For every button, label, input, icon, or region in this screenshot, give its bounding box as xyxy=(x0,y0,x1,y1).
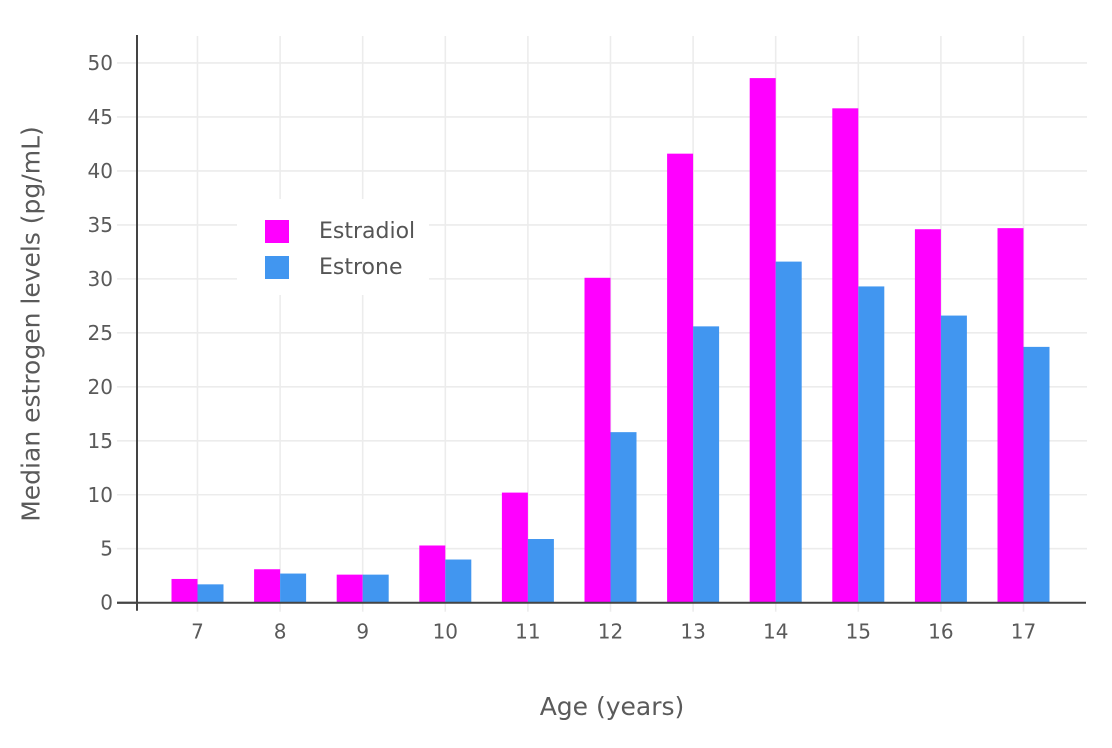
y-tick-label-50: 50 xyxy=(88,51,113,75)
legend: Estradiol Estrone xyxy=(237,199,429,295)
y-tick-label-5: 5 xyxy=(100,537,113,561)
bar-estradiol-age-8 xyxy=(254,569,281,603)
bar-estrone-age-9 xyxy=(362,574,389,603)
x-tick-label-7: 7 xyxy=(191,620,204,644)
bar-estradiol-age-17 xyxy=(997,228,1024,603)
estradiol-swatch xyxy=(265,219,289,243)
x-tick-label-11: 11 xyxy=(515,620,540,644)
bar-estradiol-age-11 xyxy=(501,492,528,603)
y-tick-label-45: 45 xyxy=(88,105,113,129)
x-tick-label-9: 9 xyxy=(356,620,369,644)
bar-estrone-age-8 xyxy=(280,573,307,603)
y-axis-title: Median estrogen levels (pg/mL) xyxy=(16,126,46,522)
bar-estrone-age-17 xyxy=(1023,346,1050,603)
y-tick-label-35: 35 xyxy=(88,213,113,237)
y-tick-label-0: 0 xyxy=(100,591,113,615)
bar-estradiol-age-12 xyxy=(584,277,611,603)
y-tick-label-20: 20 xyxy=(88,375,113,399)
bar-estrone-age-7 xyxy=(197,584,224,603)
bar-estradiol-age-16 xyxy=(914,229,941,603)
bar-estradiol-age-10 xyxy=(419,545,446,603)
bar-estrone-age-14 xyxy=(775,261,802,603)
legend-item-estrone[interactable]: Estrone xyxy=(265,249,429,285)
bar-estradiol-age-9 xyxy=(336,574,363,603)
bar-estrone-age-10 xyxy=(445,559,472,603)
y-tick-label-30: 30 xyxy=(88,267,113,291)
y-tick-label-25: 25 xyxy=(88,321,113,345)
bar-estrone-age-12 xyxy=(610,432,637,603)
bar-estradiol-age-7 xyxy=(171,578,198,603)
x-tick-label-10: 10 xyxy=(433,620,458,644)
x-axis-title: Age (years) xyxy=(539,692,685,721)
bar-estradiol-age-14 xyxy=(749,78,776,603)
bar-estrone-age-16 xyxy=(940,315,967,603)
x-tick-label-12: 12 xyxy=(598,620,623,644)
bar-estrone-age-13 xyxy=(693,326,720,603)
legend-item-estradiol[interactable]: Estradiol xyxy=(265,213,429,249)
x-tick-label-8: 8 xyxy=(274,620,287,644)
x-tick-label-17: 17 xyxy=(1011,620,1036,644)
y-tick-label-10: 10 xyxy=(88,483,113,507)
x-tick-label-13: 13 xyxy=(680,620,705,644)
legend-label-estradiol: Estradiol xyxy=(319,218,416,244)
bar-estradiol-age-15 xyxy=(832,108,859,603)
legend-label-estrone: Estrone xyxy=(319,254,403,280)
bar-estrone-age-15 xyxy=(858,286,885,603)
bar-estradiol-age-13 xyxy=(667,153,694,603)
y-tick-label-15: 15 xyxy=(88,429,113,453)
x-tick-label-14: 14 xyxy=(763,620,788,644)
x-tick-label-15: 15 xyxy=(846,620,871,644)
bar-estrone-age-11 xyxy=(527,539,554,603)
y-tick-label-40: 40 xyxy=(88,159,113,183)
estrone-swatch xyxy=(265,255,289,279)
x-tick-label-16: 16 xyxy=(928,620,953,644)
